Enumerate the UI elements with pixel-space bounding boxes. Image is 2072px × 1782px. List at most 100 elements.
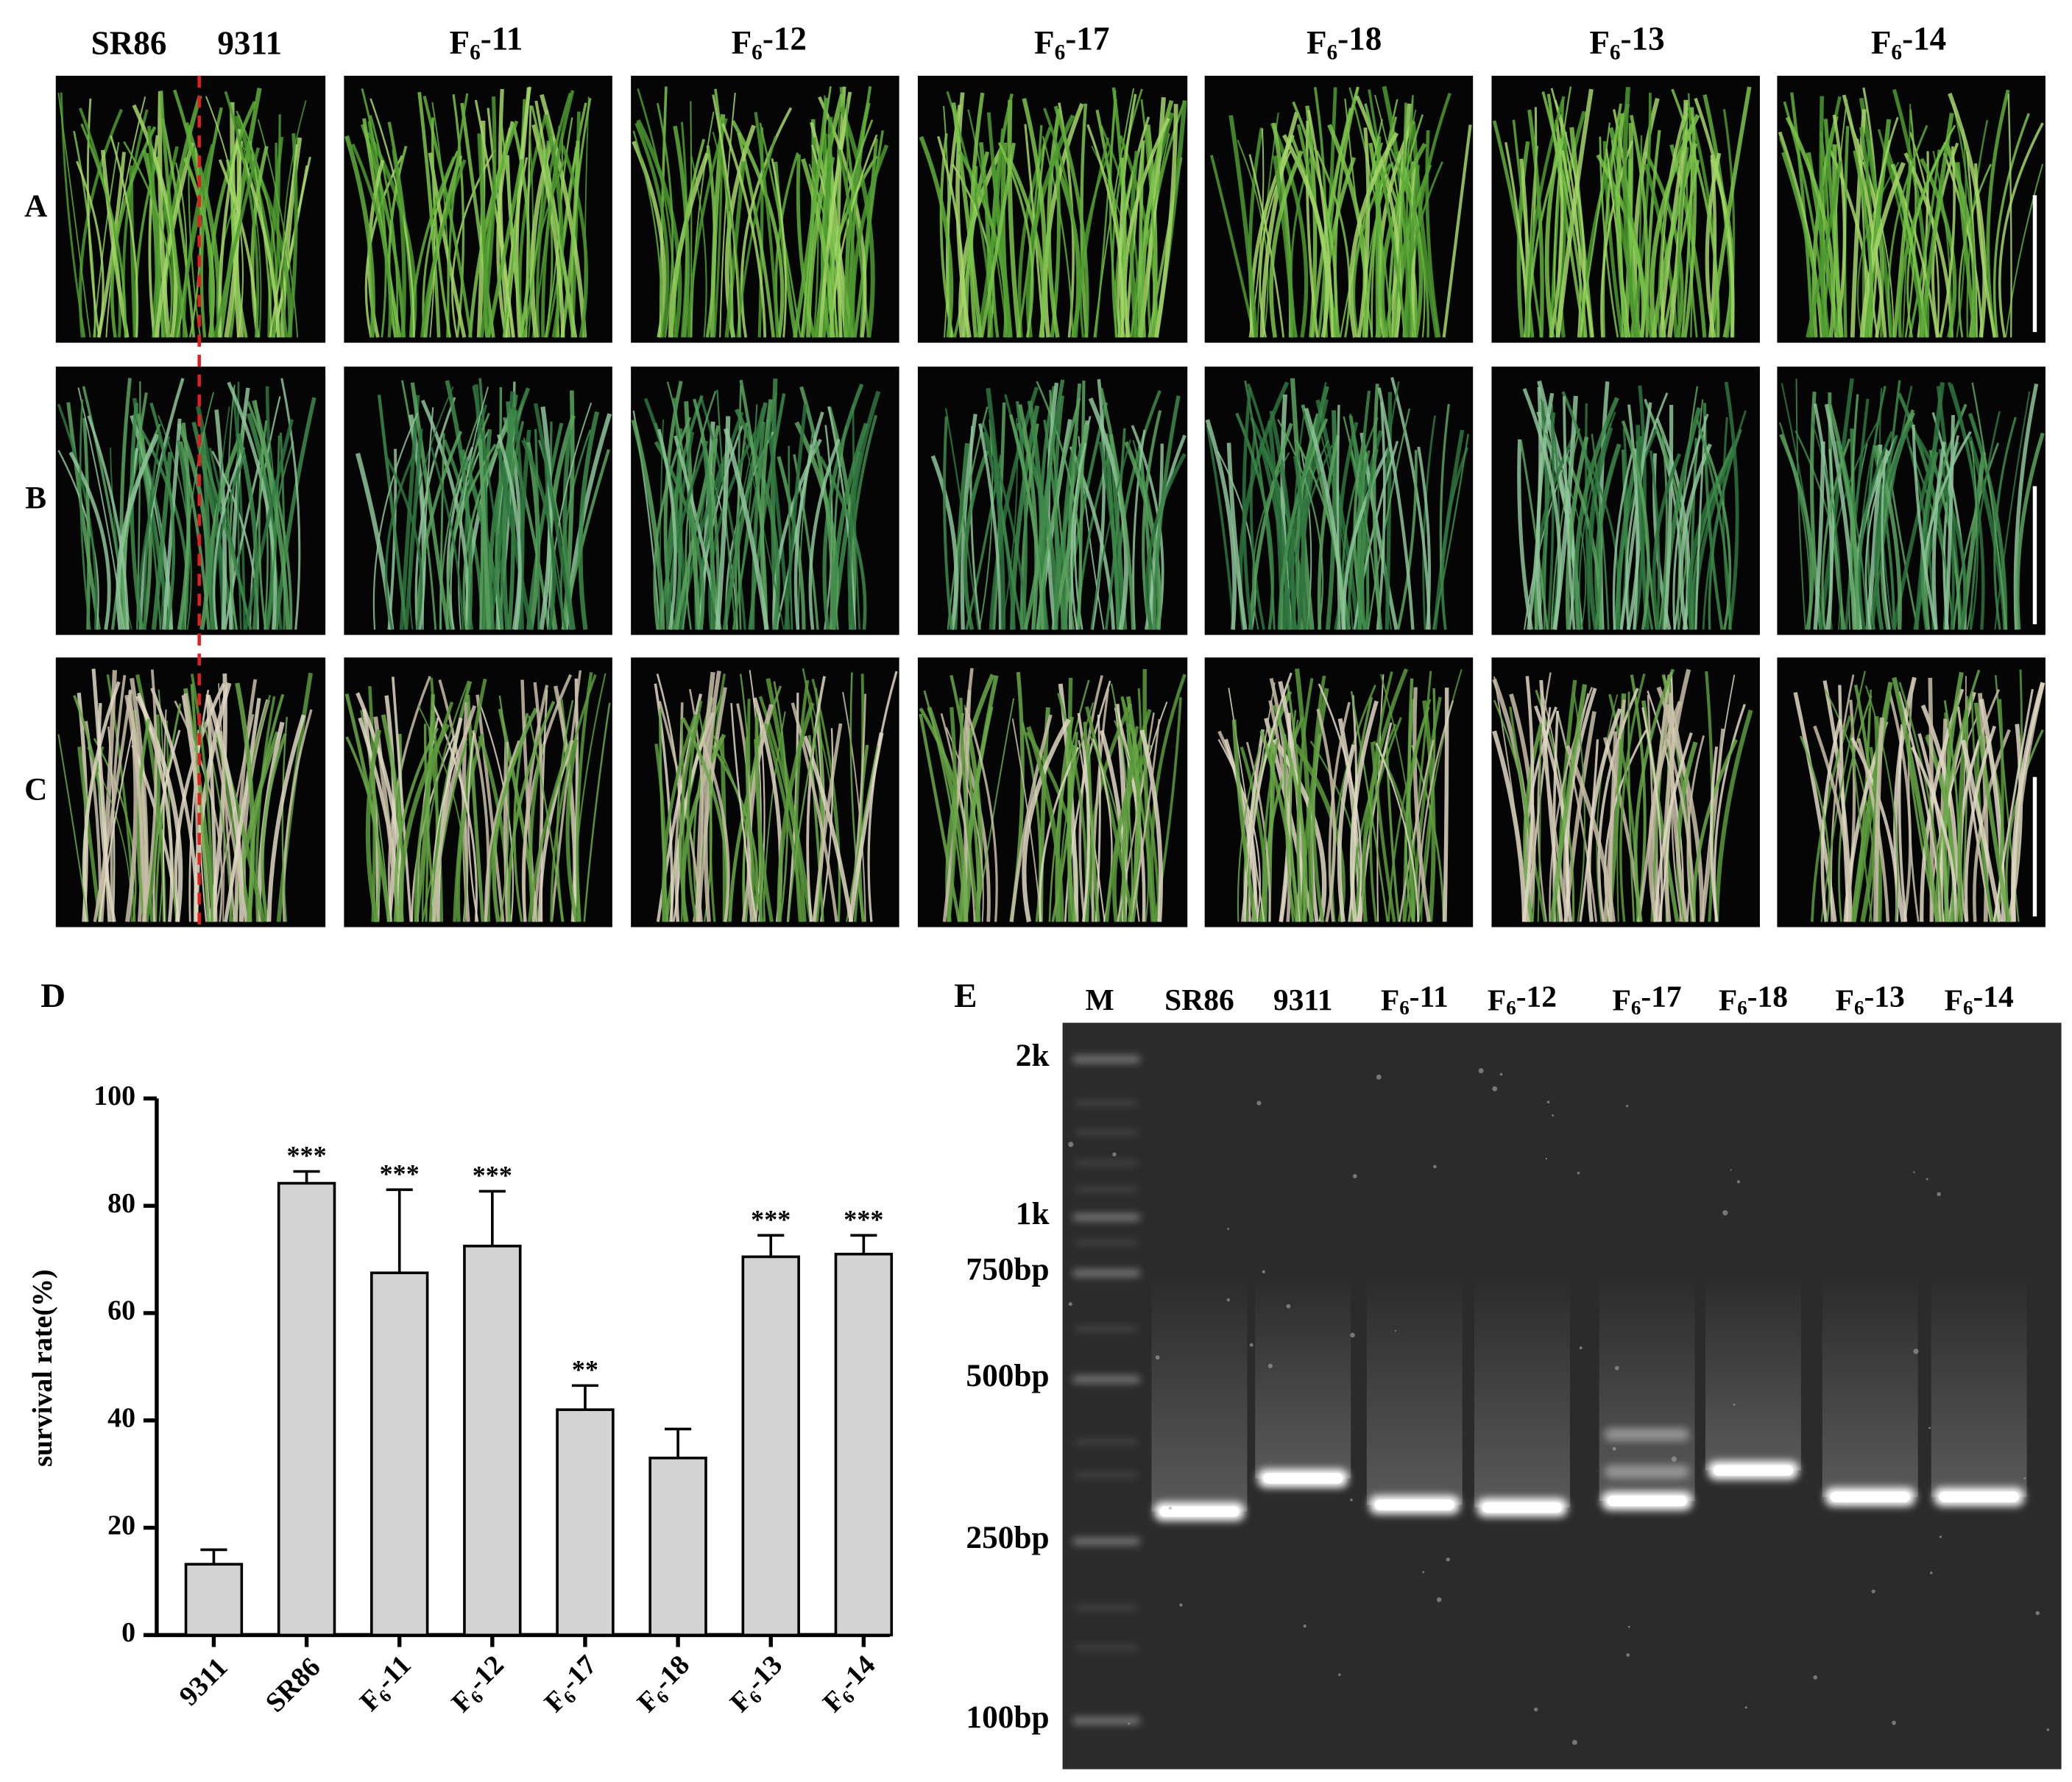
leaf <box>699 397 746 630</box>
leaf <box>1010 714 1053 922</box>
leaf <box>398 723 450 922</box>
ladder-band <box>1073 1056 1140 1063</box>
ladder-band <box>1075 1187 1137 1192</box>
seedlings <box>344 670 611 922</box>
leaf <box>1964 725 1996 922</box>
leaf <box>486 158 524 338</box>
leaf <box>1621 420 1650 630</box>
marker-label: 1k <box>1016 1196 1050 1231</box>
speck <box>1433 1164 1437 1169</box>
leaf <box>1859 161 1906 338</box>
leaf <box>1086 124 1125 338</box>
leaf <box>422 407 434 630</box>
leaf <box>1973 702 2011 922</box>
marker-label: 500bp <box>966 1358 1049 1393</box>
leaf <box>269 144 298 338</box>
speck <box>1286 1304 1291 1309</box>
leaf <box>1934 669 1981 922</box>
leaf <box>765 678 814 922</box>
leaf <box>1865 139 1892 338</box>
leaf <box>834 119 874 338</box>
leaf <box>1025 114 1075 338</box>
lane-smear <box>1599 1275 1695 1502</box>
leaf <box>1377 387 1415 630</box>
leaf <box>1317 435 1340 630</box>
leaf <box>2015 432 2045 630</box>
leaf <box>723 407 763 630</box>
leaf <box>452 93 465 338</box>
lane-smear <box>1931 1275 2027 1497</box>
leaf <box>158 91 171 338</box>
speck <box>1376 1074 1382 1080</box>
speck <box>1937 1192 1941 1196</box>
leaf <box>128 690 146 922</box>
leaf <box>177 422 191 630</box>
leaf <box>1522 388 1562 630</box>
leaf <box>1244 380 1276 630</box>
leaf <box>1411 121 1440 338</box>
leaf <box>1272 155 1297 338</box>
ladder-band <box>1075 1473 1137 1477</box>
leaf <box>1122 726 1139 922</box>
leaf <box>447 93 469 338</box>
leaf <box>1259 730 1300 922</box>
leaf <box>937 135 966 338</box>
lane-smear <box>1151 1275 1248 1512</box>
leaf <box>754 112 779 338</box>
column-label: F6-13 <box>1589 21 1664 64</box>
leaf <box>1993 113 2030 338</box>
leaf <box>1724 381 1739 630</box>
leaf <box>1993 417 2017 630</box>
leaf <box>205 694 218 922</box>
column-label: SR86 <box>91 25 167 62</box>
leaf <box>1240 746 1267 922</box>
leaf <box>793 411 824 630</box>
leaf <box>1134 448 1158 630</box>
leaf <box>150 687 199 922</box>
y-tick-label: 40 <box>107 1402 135 1433</box>
leaf <box>536 92 572 338</box>
speck <box>1612 1446 1616 1451</box>
leaf <box>722 402 768 630</box>
leaf <box>1556 710 1598 922</box>
leaf <box>661 713 698 922</box>
leaf <box>119 378 132 630</box>
leaf <box>715 416 731 630</box>
leaf <box>1577 122 1610 338</box>
leaf <box>1612 448 1635 630</box>
seedlings <box>1492 668 1753 922</box>
leaf <box>1104 434 1122 630</box>
leaf <box>220 731 236 922</box>
leaf <box>533 403 575 630</box>
x-tick-label: F6-11 <box>351 1650 420 1719</box>
leaf <box>743 438 785 630</box>
leaf <box>679 718 699 922</box>
leaf <box>550 670 582 922</box>
leaf <box>1939 146 1956 338</box>
lane-smear <box>1705 1275 1801 1471</box>
speck <box>1813 1675 1818 1680</box>
leaf <box>213 147 261 338</box>
dna-band <box>1263 1473 1343 1484</box>
leaf <box>751 421 765 630</box>
leaf <box>1272 738 1327 922</box>
leaf <box>947 406 989 630</box>
leaf <box>57 734 89 922</box>
lane-label: 9311 <box>1273 983 1333 1016</box>
leaf <box>858 744 869 922</box>
leaf <box>565 738 579 922</box>
leaf <box>1565 436 1589 630</box>
leaf <box>1417 446 1432 630</box>
leaf <box>1524 96 1566 338</box>
leaf <box>1690 443 1736 630</box>
speck <box>1422 1571 1425 1574</box>
dna-band <box>1713 1465 1794 1476</box>
leaf <box>1561 391 1602 630</box>
leaf <box>1110 683 1134 922</box>
speck <box>1226 1298 1230 1302</box>
leaf <box>146 125 160 338</box>
leaf <box>1307 110 1334 338</box>
leaf <box>136 718 151 922</box>
leaf <box>372 412 419 630</box>
leaf <box>631 419 665 630</box>
